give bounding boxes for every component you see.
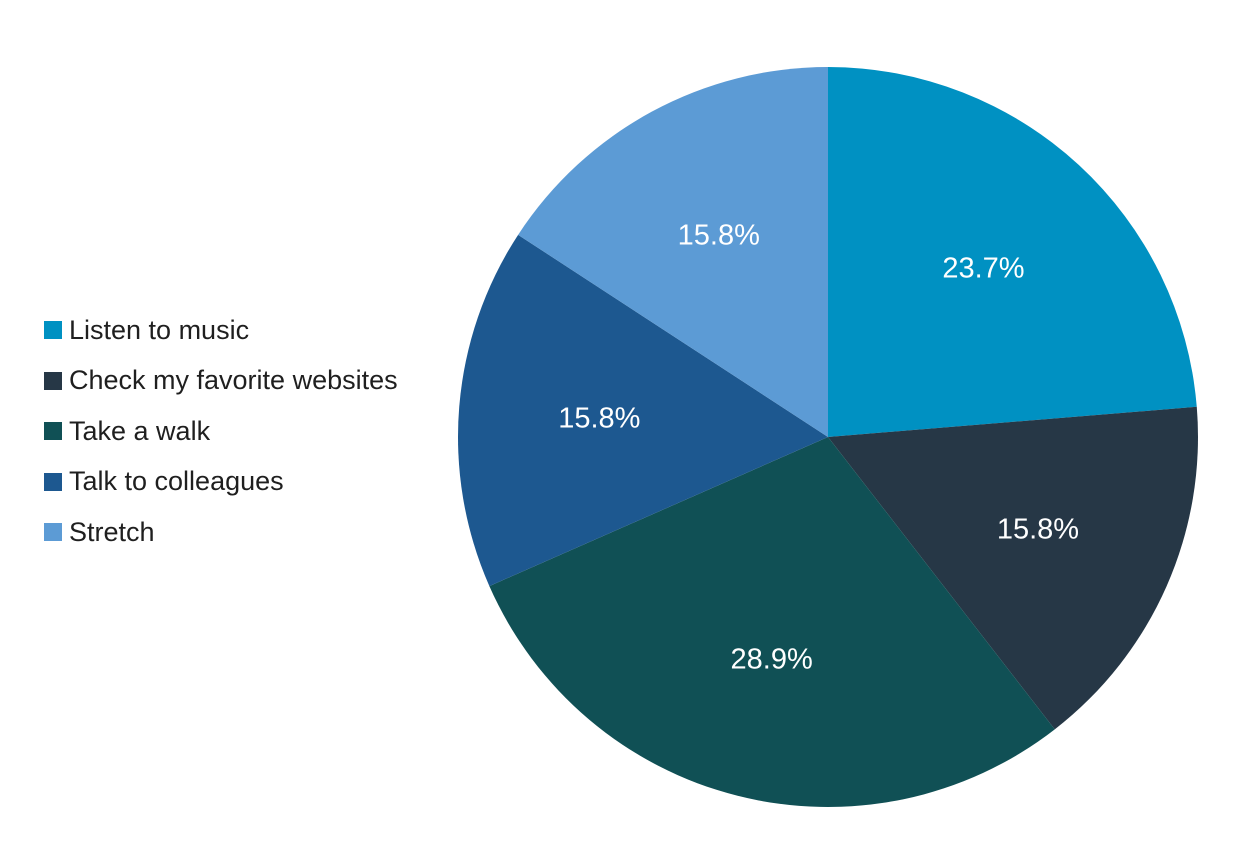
legend-label: Take a walk [69,415,211,446]
pie-slice [518,66,828,437]
legend-label: Talk to colleagues [69,466,284,497]
legend-swatch [44,321,62,340]
legend-label: Listen to music [69,314,250,345]
legend-swatch [44,422,62,441]
slice-value-label: 23.7% [942,252,1024,284]
legend: Listen to music Check my favorite website… [44,305,398,558]
pie-slice [828,406,1198,730]
legend-item: Take a walk [44,406,398,457]
legend-swatch [44,371,62,390]
slice-value-label: 15.8% [678,219,760,251]
slice-value-label: 15.8% [997,513,1079,545]
slice-value-label: 15.8% [558,402,640,434]
legend-swatch [44,523,62,542]
legend-item: Talk to colleagues [44,457,398,508]
legend-item: Check my favorite websites [44,356,398,407]
legend-item: Listen to music [44,305,398,356]
legend-item: Stretch [44,507,398,558]
legend-swatch [44,472,62,491]
pie-slice [489,437,1055,807]
legend-label: Stretch [69,516,155,547]
slice-value-label: 28.9% [731,643,813,675]
pie-slice [457,234,828,587]
slice-labels: 23.7% 15.8% 28.9% 15.8% 15.8% [558,219,1079,675]
legend-label: Check my favorite websites [69,365,398,396]
pie-slices [457,66,1198,807]
pie-slice [828,67,1197,437]
